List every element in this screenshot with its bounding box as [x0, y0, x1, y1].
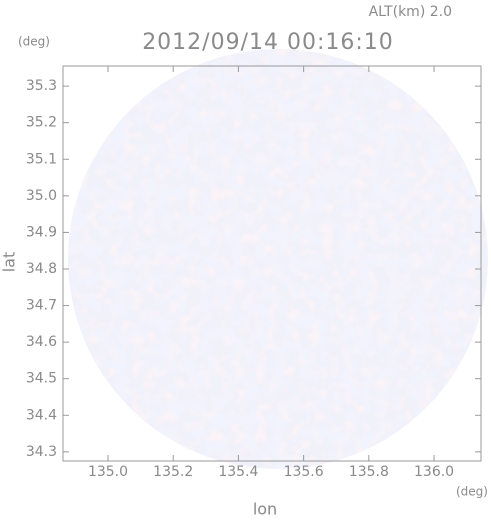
x-unit: (deg) [456, 485, 488, 499]
y-tick-label: 34.7 [26, 298, 57, 314]
x-tick-label: 135.2 [153, 464, 193, 480]
y-tick-label: 35.2 [26, 115, 57, 131]
x-tick-label: 135.0 [88, 464, 128, 480]
altitude-label: ALT(km) 2.0 [369, 4, 452, 20]
x-tick-label: 135.8 [349, 464, 389, 480]
y-unit: (deg) [18, 35, 50, 49]
y-tick-label: 34.5 [26, 371, 57, 387]
y-tick-label: 34.3 [26, 444, 57, 460]
x-tick-label: 135.6 [284, 464, 324, 480]
y-tick-label: 35.1 [26, 151, 57, 167]
y-tick-label: 34.8 [26, 261, 57, 277]
x-axis-label: lon [253, 500, 277, 519]
x-tick-label: 136.0 [414, 464, 454, 480]
y-tick-label: 35.0 [26, 188, 57, 204]
x-tick-label: 135.4 [218, 464, 258, 480]
plot-frame [62, 65, 482, 462]
y-tick-label: 35.3 [26, 78, 57, 94]
y-tick-label: 34.6 [26, 334, 57, 350]
y-tick-label: 34.4 [26, 407, 57, 423]
radar-field [68, 49, 488, 469]
y-tick-label: 34.9 [26, 224, 57, 240]
y-axis-label: lat [0, 252, 19, 273]
